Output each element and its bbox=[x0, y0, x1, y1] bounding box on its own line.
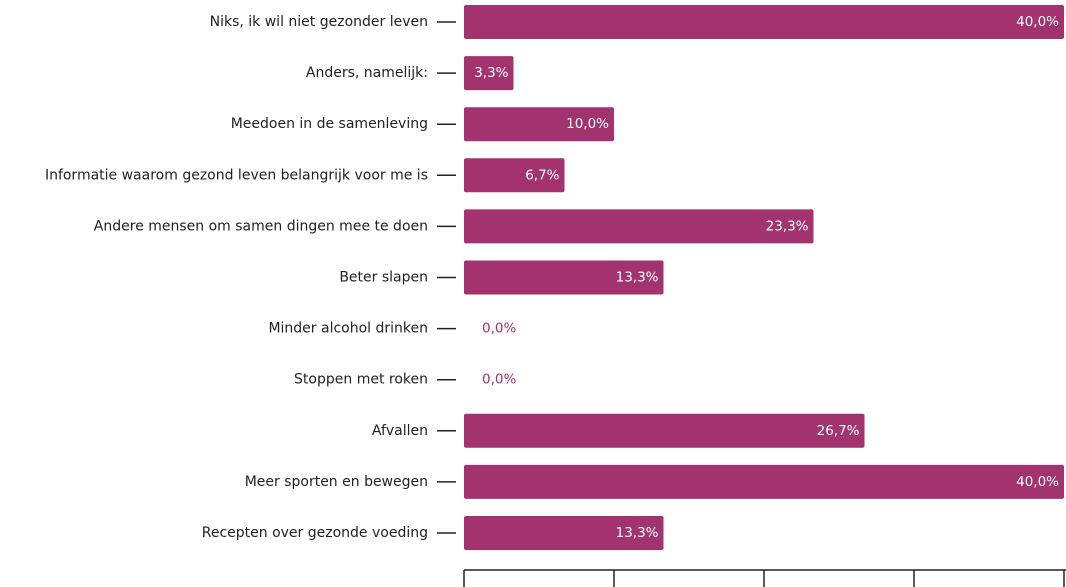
value-label: 0,0% bbox=[482, 372, 516, 388]
value-label: 23,3% bbox=[766, 218, 809, 234]
value-label: 13,3% bbox=[616, 270, 659, 286]
category-label: Anders, namelijk: bbox=[306, 65, 428, 81]
category-label: Meer sporten en bewegen bbox=[245, 474, 428, 490]
category-label: Meedoen in de samenleving bbox=[231, 116, 428, 132]
value-label: 6,7% bbox=[525, 167, 559, 183]
category-label: Minder alcohol drinken bbox=[268, 321, 428, 337]
category-label: Beter slapen bbox=[339, 270, 428, 286]
category-label: Informatie waarom gezond leven belangrij… bbox=[45, 167, 428, 183]
category-label: Recepten over gezonde voeding bbox=[202, 525, 428, 541]
bar bbox=[464, 413, 865, 448]
category-label: Niks, ik wil niet gezonder leven bbox=[210, 14, 428, 30]
bar bbox=[464, 516, 664, 550]
category-label: Stoppen met roken bbox=[294, 372, 428, 388]
value-label: 10,0% bbox=[566, 116, 609, 132]
bar bbox=[464, 260, 664, 295]
bar bbox=[464, 464, 1064, 499]
category-label: Andere mensen om samen dingen mee te doe… bbox=[94, 218, 428, 234]
bar bbox=[464, 107, 614, 142]
value-label: 13,3% bbox=[616, 525, 659, 541]
bar bbox=[464, 209, 814, 244]
value-label: 0,0% bbox=[482, 321, 516, 337]
bar bbox=[464, 158, 565, 193]
value-label: 3,3% bbox=[474, 65, 508, 81]
bar bbox=[464, 56, 514, 91]
value-label: 40,0% bbox=[1016, 474, 1059, 490]
bar bbox=[464, 5, 1064, 39]
category-label: Afvallen bbox=[372, 423, 428, 439]
value-label: 40,0% bbox=[1016, 14, 1059, 30]
value-label: 26,7% bbox=[817, 423, 860, 439]
